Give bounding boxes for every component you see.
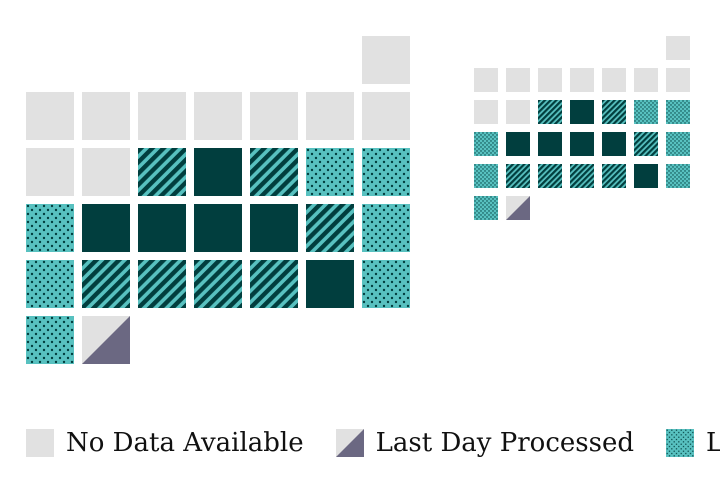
no-data-cell (634, 68, 658, 92)
striped-cell (506, 164, 530, 188)
dotted-cell (474, 164, 498, 188)
dotted-cell (666, 100, 690, 124)
striped-cell (570, 164, 594, 188)
dark-cell (570, 100, 594, 124)
no-data-cell (506, 68, 530, 92)
no-data-cell (570, 68, 594, 92)
legend-item-no-data: No Data Available (26, 428, 304, 458)
dark-cell (82, 204, 130, 252)
dark-cell (194, 204, 242, 252)
dotted-cell (26, 260, 74, 308)
dotted-cell (26, 316, 74, 364)
dark-cell (538, 132, 562, 156)
no-data-cell (602, 68, 626, 92)
last-day-cell (82, 316, 130, 364)
legend-label-third: L (706, 428, 720, 458)
last-day-cell (506, 196, 530, 220)
dark-cell (506, 132, 530, 156)
no-data-cell (138, 92, 186, 140)
no-data-cell (474, 100, 498, 124)
striped-cell (138, 260, 186, 308)
no-data-cell (474, 68, 498, 92)
striped-cell (138, 148, 186, 196)
dark-cell (194, 148, 242, 196)
no-data-cell (82, 148, 130, 196)
last-day-swatch (335, 429, 364, 457)
legend-label-no-data: No Data Available (66, 428, 304, 458)
dark-cell (250, 204, 298, 252)
dotted-cell (474, 196, 498, 220)
dotted-cell (26, 204, 74, 252)
striped-cell (194, 260, 242, 308)
dotted-cell (666, 132, 690, 156)
dark-cell (306, 260, 354, 308)
no-data-cell (362, 92, 410, 140)
striped-cell (634, 132, 658, 156)
dotted-cell (362, 260, 410, 308)
no-data-cell (538, 68, 562, 92)
dark-cell (138, 204, 186, 252)
no-data-cell (666, 68, 690, 92)
no-data-cell (82, 92, 130, 140)
striped-cell (538, 100, 562, 124)
no-data-cell (26, 148, 74, 196)
no-data-cell (250, 92, 298, 140)
no-data-cell (26, 92, 74, 140)
striped-cell (250, 260, 298, 308)
dark-cell (602, 132, 626, 156)
legend-item-last-day: Last Day Processed (335, 428, 634, 458)
no-data-cell (362, 36, 410, 84)
legend-item-third: L (666, 428, 720, 458)
legend-label-last-day: Last Day Processed (375, 428, 634, 458)
no-data-cell (666, 36, 690, 60)
no-data-cell (506, 100, 530, 124)
dotted-cell (306, 148, 354, 196)
no-data-cell (194, 92, 242, 140)
dark-cell (634, 164, 658, 188)
dotted-cell (666, 164, 690, 188)
striped-cell (250, 148, 298, 196)
striped-cell (306, 204, 354, 252)
dotted-cell (362, 148, 410, 196)
dotted-cell (634, 100, 658, 124)
striped-cell (82, 260, 130, 308)
no-data-cell (306, 92, 354, 140)
dotted-cell (474, 132, 498, 156)
dotted-cell (362, 204, 410, 252)
striped-cell (602, 100, 626, 124)
striped-cell (602, 164, 626, 188)
no-data-swatch (26, 429, 54, 457)
legend: No Data Available Last Day Processed L (26, 428, 720, 458)
dotted-swatch (666, 429, 694, 457)
striped-cell (538, 164, 562, 188)
dark-cell (570, 132, 594, 156)
